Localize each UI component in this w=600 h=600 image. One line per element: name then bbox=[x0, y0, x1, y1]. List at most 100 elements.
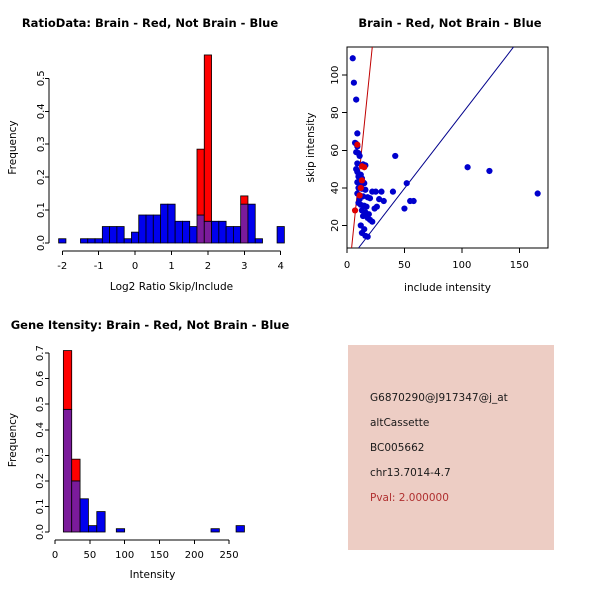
scatter-point bbox=[464, 164, 471, 171]
scatter-point bbox=[358, 177, 366, 184]
histogram-bar bbox=[210, 528, 220, 533]
histogram-bar bbox=[58, 238, 67, 244]
histogram-bar bbox=[62, 408, 73, 533]
info-pval: Pval: 2.000000 bbox=[370, 491, 449, 504]
histogram-bar bbox=[152, 214, 161, 244]
y-tick-label: 0.1 bbox=[35, 498, 46, 514]
x-tick-label: 0 bbox=[344, 260, 350, 271]
scatter-point bbox=[380, 197, 387, 205]
x-tick-label: 3 bbox=[241, 261, 247, 272]
x-tick-label: 4 bbox=[278, 261, 284, 272]
scatter-point bbox=[356, 152, 363, 160]
scatter-point bbox=[534, 190, 541, 197]
histogram-bar bbox=[138, 214, 147, 244]
x-tick-label: 100 bbox=[452, 260, 471, 271]
histogram-bar bbox=[62, 350, 73, 410]
scatter-point bbox=[354, 130, 361, 137]
y-tick-label: 0.2 bbox=[36, 169, 47, 185]
scatter-point bbox=[353, 96, 360, 103]
info-event-type: altCassette bbox=[370, 416, 430, 429]
y-tick-label: 0.1 bbox=[36, 202, 47, 218]
y-tick-label: 0.5 bbox=[36, 70, 47, 86]
y-tick-label: 0.4 bbox=[36, 103, 47, 119]
y-axis-label: Frequency bbox=[7, 413, 19, 467]
x-tick-label: 50 bbox=[398, 260, 411, 271]
scatter-point bbox=[361, 164, 368, 171]
scatter-point bbox=[354, 141, 361, 148]
y-tick-label: 0.3 bbox=[36, 136, 47, 152]
histogram-bar bbox=[240, 203, 249, 244]
histogram-bar bbox=[96, 511, 106, 533]
histogram-bar bbox=[189, 226, 198, 244]
x-tick-label: -1 bbox=[94, 261, 104, 272]
histogram-bar bbox=[211, 220, 220, 244]
gene-histogram-title: Gene Itensity: Brain - Red, Not Brain - … bbox=[10, 318, 290, 332]
x-tick-label: 100 bbox=[115, 550, 134, 561]
histogram-bar bbox=[218, 220, 227, 244]
histogram-bar bbox=[174, 220, 183, 244]
scatter-point bbox=[350, 79, 357, 86]
histogram-bar bbox=[94, 238, 103, 244]
y-tick-label: 0.4 bbox=[35, 422, 46, 438]
scatter-point bbox=[349, 55, 356, 62]
histogram-bar bbox=[71, 458, 81, 482]
scatter-point bbox=[354, 160, 361, 167]
scatter-title: Brain - Red, Not Brain - Blue bbox=[358, 16, 542, 30]
scatter-point bbox=[363, 203, 370, 210]
y-tick-label: 0.3 bbox=[35, 447, 46, 463]
histogram-bar bbox=[71, 480, 81, 533]
scatter-point bbox=[410, 197, 417, 205]
histogram-bar bbox=[225, 226, 234, 244]
scatter-point bbox=[373, 203, 380, 210]
x-tick-label: 250 bbox=[220, 550, 239, 561]
histogram-bar bbox=[160, 203, 169, 244]
y-tick-label: 0.2 bbox=[35, 473, 46, 489]
histogram-bar bbox=[235, 525, 245, 533]
y-tick-label: 0.6 bbox=[35, 371, 46, 387]
x-tick-label: 150 bbox=[150, 550, 169, 561]
scatter-point bbox=[486, 167, 493, 175]
histogram-bar bbox=[203, 220, 212, 244]
histogram-bar bbox=[88, 525, 98, 533]
plot-frame bbox=[346, 46, 549, 249]
histogram-bar bbox=[196, 148, 205, 216]
histogram-bar bbox=[116, 226, 125, 244]
gene-info-panel: G6870290@J917347@j_at altCassette BC0056… bbox=[348, 345, 554, 550]
y-tick-label: 60 bbox=[330, 144, 341, 157]
scatter-point bbox=[356, 192, 363, 199]
y-tick-label: 0.0 bbox=[35, 524, 46, 540]
histogram-bar bbox=[101, 226, 111, 244]
histogram-bar bbox=[232, 226, 242, 244]
y-tick-label: 40 bbox=[330, 182, 341, 195]
histogram-bar bbox=[131, 231, 140, 244]
histogram-bar bbox=[145, 214, 154, 244]
y-axis-label: Frequency bbox=[7, 120, 19, 174]
x-tick-label: 1 bbox=[168, 261, 174, 272]
x-tick-label: 2 bbox=[205, 261, 211, 272]
panel-gene-histogram: Gene Itensity: Brain - Red, Not Brain - … bbox=[0, 310, 300, 600]
reference-line bbox=[351, 47, 373, 248]
scatter-point bbox=[389, 188, 397, 195]
histogram-bar bbox=[115, 528, 126, 533]
histogram-bar bbox=[203, 54, 212, 222]
scatter-point bbox=[364, 233, 371, 240]
panel-ratio-histogram: RatioData: Brain - Red, Not Brain - Blue… bbox=[0, 0, 300, 300]
y-tick-label: 80 bbox=[330, 106, 341, 119]
gene-histogram-plot: 0.0 0.1 0.2 0.3 0.4 0.5 0.6 0.7 Frequency 0 50 100 1… bbox=[7, 345, 245, 581]
y-tick-label: 100 bbox=[330, 66, 341, 85]
reference-line bbox=[358, 47, 514, 248]
histogram-bar bbox=[80, 238, 89, 244]
x-axis-label: Log2 Ratio Skip/Include bbox=[110, 281, 233, 293]
x-axis-label: include intensity bbox=[404, 282, 491, 294]
histogram-bar bbox=[182, 220, 191, 244]
ratio-histogram-plot: 0.0 0.1 0.2 0.3 0.4 0.5 Frequency -2 -1 0 1 2 3 4 Log2… bbox=[7, 54, 285, 293]
histogram-bar bbox=[276, 226, 285, 244]
x-axis-label: Intensity bbox=[130, 569, 176, 581]
histogram-bar bbox=[240, 195, 249, 205]
x-tick-label: -2 bbox=[57, 261, 67, 272]
scatter-point bbox=[372, 188, 379, 195]
histogram-bar bbox=[109, 226, 118, 244]
info-probe-id: G6870290@J917347@j_at bbox=[370, 391, 508, 404]
histogram-bar bbox=[123, 238, 132, 244]
